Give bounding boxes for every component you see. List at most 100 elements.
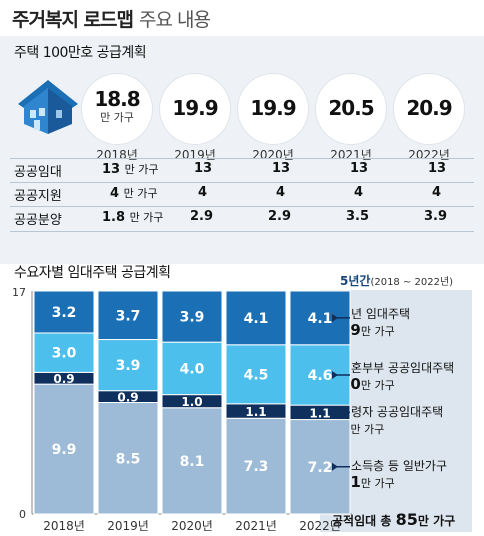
bar-value-label: 7.2: [308, 460, 333, 476]
total-2021: 20.5: [328, 96, 374, 120]
bar-segment: [33, 383, 95, 515]
bar-segment: [161, 407, 223, 515]
total-label: 공적임대: [332, 514, 377, 528]
period-label-text: 5년간: [340, 274, 371, 288]
total-unit: 만 가구: [417, 514, 456, 528]
table-cell: 4: [432, 185, 442, 200]
bar-segment: [161, 341, 223, 396]
bar-value-label: 1.1: [245, 405, 266, 419]
total-2022: 20.9: [406, 96, 452, 120]
y-tick-label: 0: [19, 508, 26, 521]
table-cell: 13: [102, 162, 121, 177]
leader-arrowhead: [332, 313, 338, 322]
bar-segment: [225, 417, 287, 515]
table-cell: 3.9: [424, 209, 448, 224]
bar-segment: [225, 290, 287, 346]
table-row-public-sale: 공공분양 1.8 만 가구 2.9 2.9 3.5 3.9: [10, 206, 474, 232]
bar-value-label: 1.0: [181, 395, 202, 409]
legend-name: 고령자 공공임대주택: [340, 405, 444, 419]
total-2020: 19.9: [250, 96, 296, 120]
bar-value-label: 4.1: [308, 311, 333, 327]
bar-value-label: 4.0: [180, 361, 205, 377]
total-circle-2021: 20.5: [316, 74, 386, 144]
total-prefix: 총: [380, 514, 392, 528]
x-tick-label: 2018년: [43, 519, 85, 533]
bar-value-label: 3.9: [180, 310, 205, 326]
bar-value-label: 4.1: [244, 311, 269, 327]
legend-unit: 만 가구: [360, 325, 395, 338]
legend-name: 저소득층 등 일반가구: [340, 459, 447, 473]
legend-name: 청년 임대주택: [340, 307, 411, 321]
legend-unit: 만 가구: [350, 423, 385, 436]
bar-value-label: 1.1: [309, 406, 330, 420]
table-cell-unit: 만 가구: [129, 211, 164, 224]
bar-value-label: 0.9: [53, 372, 74, 386]
period-range: (2018 ~ 2022년): [370, 277, 454, 288]
title-sub: 주요 내용: [138, 9, 211, 31]
total-circle-2020: 19.9: [238, 74, 308, 144]
y-tick-label: 17: [12, 286, 26, 299]
table-cell: 2.9: [268, 209, 292, 224]
total-circle-2019: 19.9: [160, 74, 230, 144]
legend-unit: 만 가구: [360, 379, 395, 392]
stacked-bar-chart: 17 0 9.9 0.9 3.0 3.2 2018년 8.5 0.9 3.9 3.7 2019년 8.1…: [12, 286, 352, 533]
rental-plan-subtitle: 수요자별 임대주택 공급계획: [14, 265, 171, 281]
table-cell-unit: 만 가구: [123, 187, 158, 200]
table-cell: 13: [350, 161, 369, 176]
title-main: 주거복지 로드맵: [12, 9, 134, 31]
bar-value-label: 4.6: [308, 368, 333, 384]
total-circle-2022: 20.9: [394, 74, 464, 144]
total-2019: 19.9: [172, 96, 218, 120]
bar-value-label: 3.2: [52, 305, 77, 321]
leader-arrowhead: [332, 408, 338, 417]
table-cell: 4: [198, 185, 208, 200]
bar-value-label: 8.5: [116, 451, 141, 467]
table-row-public-support: 공공지원 4 만 가구 4 4 4 4: [10, 182, 474, 207]
x-tick-label: 2022년: [299, 519, 341, 533]
table-cell: 13: [194, 161, 213, 176]
bar-value-label: 4.5: [244, 367, 269, 383]
bar-value-label: 3.0: [52, 346, 77, 362]
table-cell: 4: [110, 186, 120, 201]
bar-segment: [33, 332, 95, 373]
bar-value-label: 7.3: [244, 459, 269, 475]
x-tick-label: 2020년: [171, 519, 213, 533]
bar-value-label: 8.1: [180, 454, 205, 470]
row-label: 공공임대: [14, 165, 62, 180]
housing-plan-subtitle: 주택 100만호 공급계획: [14, 45, 147, 61]
bar-value-label: 3.9: [116, 358, 141, 374]
page-title: 주거복지 로드맵 주요 내용: [12, 5, 211, 32]
bar-segment: [97, 339, 159, 392]
total-amount: 85: [395, 510, 418, 529]
bar-value-label: 9.9: [52, 442, 77, 458]
legend-name: 신혼부부 공공임대주택: [340, 361, 455, 375]
total-unit-2018: 만 가구: [100, 111, 134, 124]
x-tick-label: 2019년: [107, 519, 149, 533]
housing-plan-table: 공공임대 13 만 가구 13 13 13 13 공공지원 4 만 가구 4 4…: [10, 158, 474, 232]
table-cell-unit: 만 가구: [124, 163, 159, 176]
table-cell: 4: [276, 185, 286, 200]
total-2018: 18.8: [94, 87, 140, 111]
legend-unit: 만 가구: [360, 477, 395, 490]
housing-plan-band: [0, 36, 484, 264]
bar-segment: [161, 290, 223, 343]
table-cell: 4: [354, 185, 364, 200]
table-cell: 2.9: [190, 209, 214, 224]
bar-value-label: 0.9: [117, 391, 138, 405]
table-cell: 13: [428, 161, 447, 176]
leader-arrowhead: [332, 462, 338, 471]
table-cell: 3.5: [346, 209, 370, 224]
row-label: 공공지원: [14, 189, 62, 204]
x-tick-label: 2021년: [235, 519, 277, 533]
bar-segment: [33, 290, 95, 334]
total-circle-2018: 18.8 만 가구: [82, 74, 152, 144]
table-cell: 1.8: [102, 210, 126, 225]
row-label: 공공분양: [14, 213, 62, 228]
leader-arrowhead: [332, 370, 338, 379]
period-label: 5년간(2018 ~ 2022년): [340, 272, 453, 289]
legend-item-elderly: 고령자 공공임대주택 5만 가구: [340, 404, 443, 438]
bar-segment: [97, 290, 159, 341]
total-summary: 공적임대 총 85만 가구: [332, 510, 455, 529]
bar-value-label: 3.7: [116, 308, 141, 324]
house-icon: [18, 80, 78, 134]
